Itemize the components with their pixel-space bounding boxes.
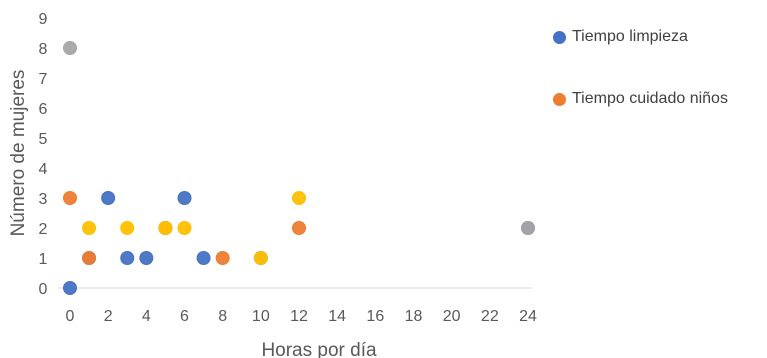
data-points xyxy=(63,41,535,295)
data-point xyxy=(63,281,77,295)
x-tick-label: 22 xyxy=(481,308,499,325)
x-tick-label: 8 xyxy=(218,308,227,325)
x-axis-title: Horas por día xyxy=(261,340,377,358)
x-tick-label: 2 xyxy=(104,308,113,325)
x-tick-label: 0 xyxy=(66,308,75,325)
x-tick-label: 16 xyxy=(366,308,384,325)
data-point xyxy=(215,251,230,265)
x-tick-label: 14 xyxy=(328,308,346,325)
y-tick-label: 2 xyxy=(39,221,48,238)
y-tick-label: 7 xyxy=(39,71,48,88)
y-tick-label: 8 xyxy=(39,41,48,58)
y-tick-label: 5 xyxy=(39,131,48,148)
data-point xyxy=(120,251,135,265)
legend-item: Tiempo cuidado niños xyxy=(553,90,728,108)
legend-label: Tiempo limpieza xyxy=(572,28,688,45)
data-point xyxy=(63,191,77,205)
data-point xyxy=(82,221,97,235)
y-tick-label: 0 xyxy=(39,281,48,298)
y-tick-label: 1 xyxy=(39,251,48,268)
x-tick-label: 12 xyxy=(290,308,308,325)
y-axis-ticks: 0 1 2 3 4 5 6 7 8 9 xyxy=(39,11,48,298)
x-tick-label: 4 xyxy=(142,308,151,325)
data-point xyxy=(139,251,154,265)
data-point xyxy=(101,191,116,205)
data-point xyxy=(292,221,306,235)
y-tick-label: 9 xyxy=(39,11,48,28)
y-tick-label: 4 xyxy=(39,161,48,178)
x-tick-label: 10 xyxy=(252,308,270,325)
x-axis-ticks: 0 2 4 6 8 10 12 14 16 18 20 22 24 xyxy=(66,308,537,325)
data-point xyxy=(196,251,211,265)
data-point xyxy=(253,251,268,265)
legend-label: Tiempo cuidado niños xyxy=(572,90,728,107)
legend-marker xyxy=(553,30,566,44)
data-point xyxy=(120,221,135,235)
legend-marker xyxy=(553,92,566,106)
data-point xyxy=(521,221,535,235)
data-point xyxy=(82,251,97,265)
y-axis-title: Número de mujeres xyxy=(8,70,29,237)
x-tick-label: 6 xyxy=(180,308,189,325)
x-tick-label: 24 xyxy=(519,308,537,325)
y-tick-label: 6 xyxy=(39,101,48,118)
y-tick-label: 3 xyxy=(39,191,48,208)
data-point xyxy=(177,221,192,235)
x-tick-label: 20 xyxy=(443,308,461,325)
data-point xyxy=(292,191,306,205)
legend-item: Tiempo limpieza xyxy=(553,28,688,46)
data-point xyxy=(177,191,192,205)
x-tick-label: 18 xyxy=(405,308,423,325)
data-point xyxy=(63,41,77,55)
data-point xyxy=(158,221,173,235)
legend: Tiempo limpieza Tiempo cuidado niños xyxy=(553,28,767,128)
